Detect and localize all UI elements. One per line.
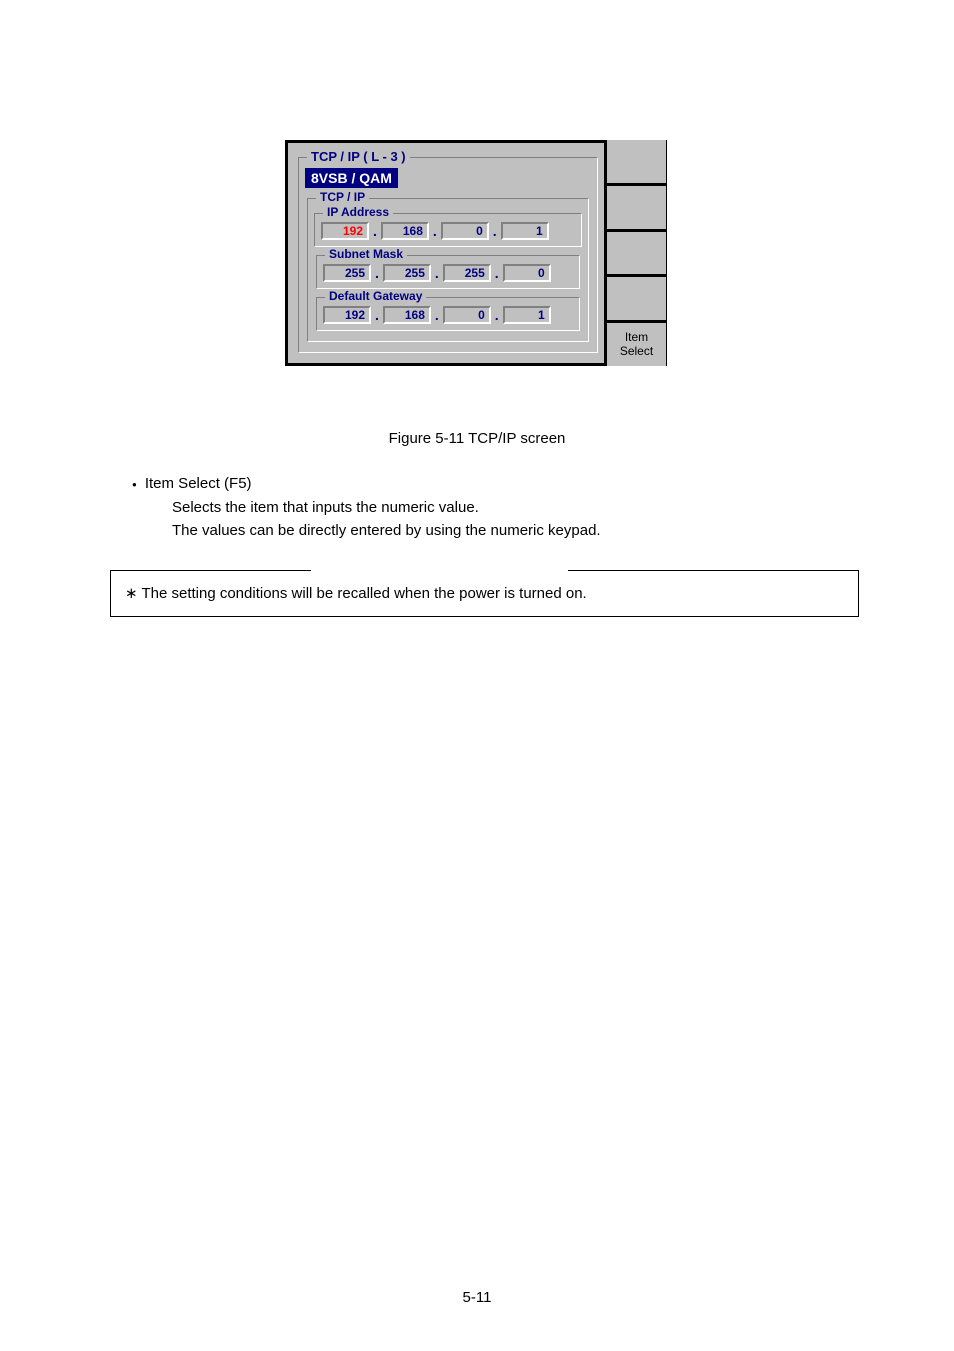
dot-icon: . [373, 223, 377, 239]
ip-address-octet-1[interactable]: 192 [321, 222, 369, 240]
tcpip-config-screenshot: TCP / IP ( L - 3 ) 8VSB / QAM TCP / IP I… [285, 140, 667, 366]
dot-icon: . [435, 307, 439, 323]
bullet-item-select: ● Item Select (F5) [132, 475, 252, 492]
bullet-item-select-text: Item Select (F5) [145, 475, 252, 492]
group-title-subnet-mask: Subnet Mask [325, 247, 407, 261]
softkey-column: Item Select [604, 140, 666, 366]
dot-icon: . [375, 307, 379, 323]
dot-icon: . [495, 265, 499, 281]
group-title-ip-address: IP Address [323, 205, 393, 219]
default-gateway-octet-2[interactable]: 168 [383, 306, 431, 324]
bullet-dot-icon: ● [132, 480, 137, 489]
group-title-default-gateway: Default Gateway [325, 289, 426, 303]
dot-icon: . [435, 265, 439, 281]
softkey-f1[interactable] [607, 140, 666, 186]
dot-icon: . [375, 265, 379, 281]
default-gateway-row: 192 . 168 . 0 . 1 [323, 306, 573, 324]
group-ip-address: IP Address 192 . 168 . 0 . 1 [314, 213, 582, 247]
dot-icon: . [493, 223, 497, 239]
ip-address-octet-3[interactable]: 0 [441, 222, 489, 240]
default-gateway-octet-4[interactable]: 1 [503, 306, 551, 324]
figure-caption: Figure 5-11 TCP/IP screen [0, 430, 954, 447]
ip-address-row: 192 . 168 . 0 . 1 [321, 222, 575, 240]
softkey-f4[interactable] [607, 277, 666, 323]
softkey-f5-label: Item Select [620, 331, 653, 357]
softkey-f5-item-select[interactable]: Item Select [607, 323, 666, 366]
default-gateway-octet-1[interactable]: 192 [323, 306, 371, 324]
subnet-mask-octet-4[interactable]: 0 [503, 264, 551, 282]
group-title-tcpip: TCP / IP [316, 190, 369, 204]
mode-label-8vsb-qam[interactable]: 8VSB / QAM [305, 168, 398, 188]
group-tcpip-l3: TCP / IP ( L - 3 ) 8VSB / QAM TCP / IP I… [298, 157, 598, 353]
dot-icon: . [433, 223, 437, 239]
softkey-f2[interactable] [607, 186, 666, 232]
group-title-tcpip-l3: TCP / IP ( L - 3 ) [307, 149, 410, 164]
group-default-gateway: Default Gateway 192 . 168 . 0 . 1 [316, 297, 580, 331]
dot-icon: . [495, 307, 499, 323]
softkey-f3[interactable] [607, 232, 666, 278]
ip-address-octet-2[interactable]: 168 [381, 222, 429, 240]
note-box: ∗ The setting conditions will be recalle… [110, 570, 859, 617]
subnet-mask-octet-1[interactable]: 255 [323, 264, 371, 282]
note-text: ∗ The setting conditions will be recalle… [125, 585, 587, 602]
group-tcpip: TCP / IP IP Address 192 . 168 . 0 . 1 [307, 198, 589, 342]
bullet-line-1: Selects the item that inputs the numeric… [172, 499, 479, 516]
subnet-mask-row: 255 . 255 . 255 . 0 [323, 264, 573, 282]
group-subnet-mask: Subnet Mask 255 . 255 . 255 . 0 [316, 255, 580, 289]
subnet-mask-octet-3[interactable]: 255 [443, 264, 491, 282]
subnet-mask-octet-2[interactable]: 255 [383, 264, 431, 282]
bullet-line-2: The values can be directly entered by us… [172, 522, 601, 539]
ip-address-octet-4[interactable]: 1 [501, 222, 549, 240]
default-gateway-octet-3[interactable]: 0 [443, 306, 491, 324]
page-number: 5-11 [0, 1289, 954, 1306]
